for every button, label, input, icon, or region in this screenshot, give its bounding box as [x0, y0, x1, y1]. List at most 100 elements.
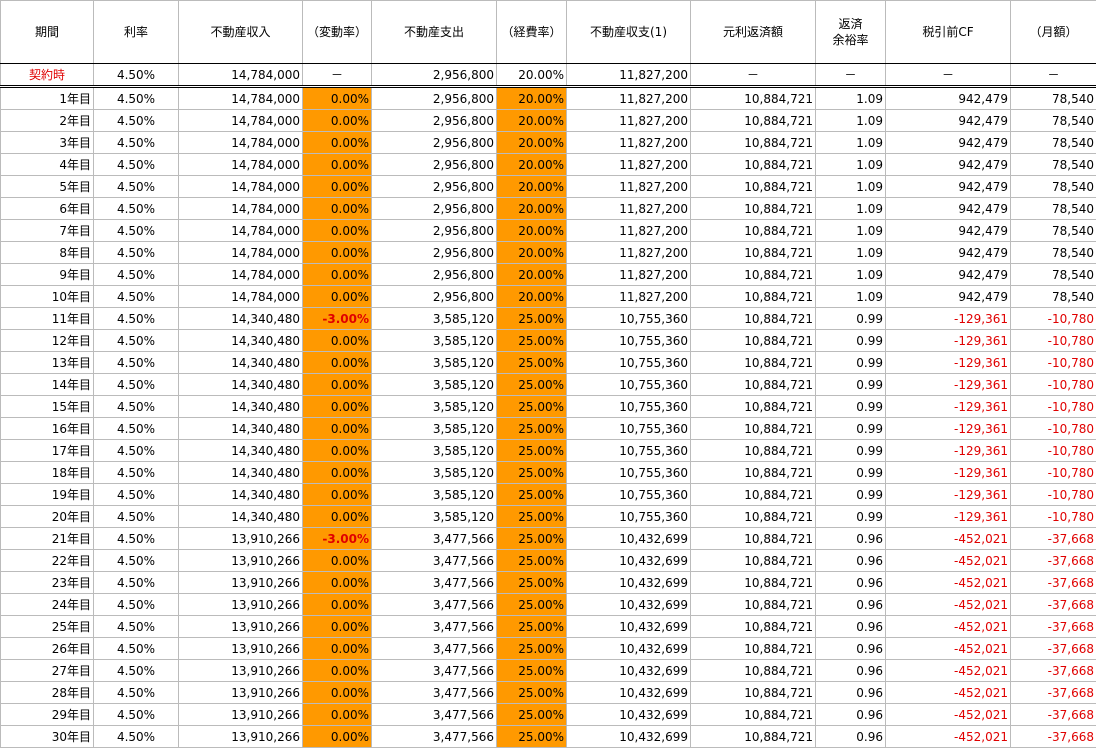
cell: 0.00%	[302, 395, 372, 418]
data-row: 15年目 4.50% 14,340,480 0.00% 3,585,120 25.00% 1…	[0, 395, 1096, 418]
cell: 10,432,699	[566, 725, 691, 748]
data-row: 19年目 4.50% 14,340,480 0.00% 3,585,120 25.00% 1…	[0, 483, 1096, 506]
cell: 10,884,721	[690, 241, 816, 264]
cell: 10,884,721	[690, 505, 816, 528]
cell: 10,755,360	[566, 483, 691, 506]
cell: 13,910,266	[178, 703, 303, 726]
cell: 4.50%	[93, 153, 179, 176]
cell: 28年目	[0, 681, 94, 704]
data-row: 2年目 4.50% 14,784,000 0.00% 2,956,800 20.00% 11…	[0, 109, 1096, 132]
cell: －	[815, 63, 886, 88]
cell: 18年目	[0, 461, 94, 484]
cell: -10,780	[1010, 395, 1096, 418]
cell: 942,479	[885, 86, 1011, 110]
cell: 11,827,200	[566, 197, 691, 220]
cell: -452,021	[885, 725, 1011, 748]
cell: -129,361	[885, 461, 1011, 484]
cell: 14,784,000	[178, 86, 303, 110]
data-row: 27年目 4.50% 13,910,266 0.00% 3,477,566 25.00% 1…	[0, 659, 1096, 682]
cell: 10,755,360	[566, 505, 691, 528]
column-header: （経費率）	[496, 0, 567, 64]
cell: 13,910,266	[178, 593, 303, 616]
cell: 14,340,480	[178, 461, 303, 484]
cell: 0.00%	[302, 131, 372, 154]
data-row: 10年目 4.50% 14,784,000 0.00% 2,956,800 20.00% 1…	[0, 285, 1096, 308]
cell: 25.00%	[496, 703, 567, 726]
cell: 11,827,200	[566, 241, 691, 264]
cell: 0.00%	[302, 109, 372, 132]
cell: 14,340,480	[178, 373, 303, 396]
cell: 20.00%	[496, 63, 567, 88]
data-row: 17年目 4.50% 14,340,480 0.00% 3,585,120 25.00% 1…	[0, 439, 1096, 462]
cell: 4.50%	[93, 86, 179, 110]
cell: -37,668	[1010, 637, 1096, 660]
cell: 0.00%	[302, 219, 372, 242]
cell: 10,884,721	[690, 703, 816, 726]
cell: 10,884,721	[690, 307, 816, 330]
cell: 13,910,266	[178, 659, 303, 682]
data-row: 23年目 4.50% 13,910,266 0.00% 3,477,566 25.00% 1…	[0, 571, 1096, 594]
cell: 3,477,566	[371, 571, 497, 594]
cell: 14,784,000	[178, 153, 303, 176]
cell: 1.09	[815, 109, 886, 132]
header-row: 期間 利率 不動産収入 （変動率） 不動産支出 （経費率） 不動産収支(1) 元利返済額 返済 …	[0, 0, 1096, 64]
cell: 942,479	[885, 131, 1011, 154]
cell: 10,884,721	[690, 197, 816, 220]
cell: 0.96	[815, 615, 886, 638]
cell: 4.50%	[93, 285, 179, 308]
cell: 0.00%	[302, 86, 372, 110]
cell: 0.99	[815, 461, 886, 484]
cell: 4.50%	[93, 109, 179, 132]
cell: -10,780	[1010, 307, 1096, 330]
cell: 2,956,800	[371, 131, 497, 154]
cell: 3,477,566	[371, 637, 497, 660]
cell: 契約時	[0, 63, 94, 88]
contract-row: 契約時 4.50% 14,784,000 － 2,956,800 20.00% 11,827…	[0, 63, 1096, 88]
cell: 17年目	[0, 439, 94, 462]
cell: -3.00%	[302, 307, 372, 330]
cell: 10,884,721	[690, 615, 816, 638]
cell: 20年目	[0, 505, 94, 528]
cell: 0.99	[815, 439, 886, 462]
cell: 0.99	[815, 373, 886, 396]
cell: 0.00%	[302, 241, 372, 264]
cell: 16年目	[0, 417, 94, 440]
cell: 4.50%	[93, 505, 179, 528]
cell: 4.50%	[93, 307, 179, 330]
cell: 4.50%	[93, 725, 179, 748]
cell: 3年目	[0, 131, 94, 154]
cell: 3,585,120	[371, 505, 497, 528]
cell: 9年目	[0, 263, 94, 286]
data-row: 22年目 4.50% 13,910,266 0.00% 3,477,566 25.00% 1…	[0, 549, 1096, 572]
cell: 4.50%	[93, 571, 179, 594]
cell: 0.00%	[302, 197, 372, 220]
cell: 4.50%	[93, 527, 179, 550]
cell: 0.96	[815, 549, 886, 572]
cell: －	[1010, 63, 1096, 88]
cell: 3,477,566	[371, 549, 497, 572]
cell: 4.50%	[93, 483, 179, 506]
cell: 942,479	[885, 241, 1011, 264]
cell: 23年目	[0, 571, 94, 594]
cell: 30年目	[0, 725, 94, 748]
cell: 1.09	[815, 285, 886, 308]
cell: 0.00%	[302, 681, 372, 704]
cell: 10,755,360	[566, 461, 691, 484]
cell: －	[302, 63, 372, 88]
cell: 4.50%	[93, 659, 179, 682]
cell: 11,827,200	[566, 109, 691, 132]
cell: 10,884,721	[690, 637, 816, 660]
cell: 0.00%	[302, 549, 372, 572]
cell: 5年目	[0, 175, 94, 198]
cell: 4.50%	[93, 461, 179, 484]
cell: 24年目	[0, 593, 94, 616]
data-row: 18年目 4.50% 14,340,480 0.00% 3,585,120 25.00% 1…	[0, 461, 1096, 484]
cell: 0.00%	[302, 659, 372, 682]
cell: 2,956,800	[371, 219, 497, 242]
cell: 1.09	[815, 131, 886, 154]
data-row: 1年目 4.50% 14,784,000 0.00% 2,956,800 20.00% 11…	[0, 86, 1096, 110]
cell: 10,884,721	[690, 86, 816, 110]
cell: -452,021	[885, 593, 1011, 616]
data-row: 25年目 4.50% 13,910,266 0.00% 3,477,566 25.00% 1…	[0, 615, 1096, 638]
cell: 78,540	[1010, 86, 1096, 110]
